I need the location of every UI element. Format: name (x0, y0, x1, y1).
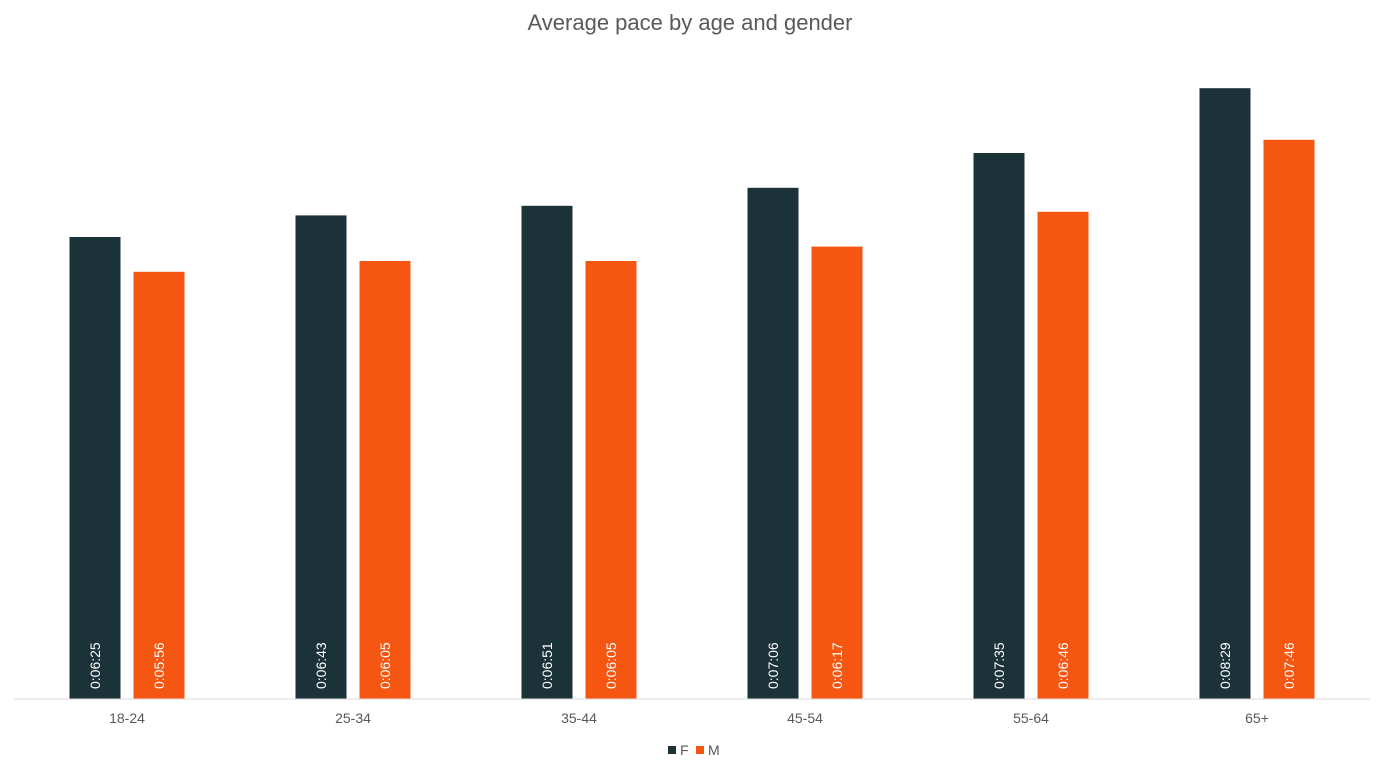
bar-label-m-65+: 0:07:46 (1281, 642, 1297, 689)
x-tick-label: 55-64 (1013, 710, 1049, 726)
x-tick-label: 35-44 (561, 710, 597, 726)
bar-m-45-54 (811, 246, 863, 699)
bar-f-35-44 (521, 205, 573, 700)
legend-label-f: F (680, 742, 689, 758)
bar-m-55-64 (1037, 211, 1089, 700)
chart-title: Average pace by age and gender (528, 10, 853, 35)
x-tick-label: 65+ (1245, 710, 1269, 726)
bar-m-35-44 (585, 261, 637, 699)
bar-label-m-25-34: 0:06:05 (377, 642, 393, 689)
x-tick-label: 45-54 (787, 710, 823, 726)
legend-swatch-m (696, 746, 704, 754)
bar-label-m-35-44: 0:06:05 (603, 642, 619, 689)
x-tick-label: 18-24 (109, 710, 145, 726)
bar-label-f-65+: 0:08:29 (1217, 642, 1233, 689)
x-axis-ticks: 18-24 25-34 35-44 45-54 55-64 65+ (109, 710, 1269, 726)
x-tick-label: 25-34 (335, 710, 371, 726)
bar-f-45-54 (747, 187, 799, 700)
bar-label-f-35-44: 0:06:51 (539, 642, 555, 689)
legend-swatch-f (668, 746, 676, 754)
bar-m-65+ (1263, 139, 1315, 700)
legend-label-m: M (708, 742, 720, 758)
bar-label-m-55-64: 0:06:46 (1055, 642, 1071, 689)
bar-f-55-64 (973, 153, 1025, 699)
bar-m-18-24 (133, 271, 185, 699)
bar-f-65+ (1199, 88, 1251, 699)
bar-m-25-34 (359, 261, 411, 699)
bar-label-f-25-34: 0:06:43 (313, 642, 329, 689)
bar-label-f-55-64: 0:07:35 (991, 642, 1007, 689)
bars-group: 0:06:25 0:05:56 0:06:43 0:06:05 0:06:51 0:06:… (69, 88, 1315, 700)
bar-label-f-18-24: 0:06:25 (87, 642, 103, 689)
bar-label-f-45-54: 0:07:06 (765, 642, 781, 689)
bar-f-18-24 (69, 237, 121, 699)
bar-label-m-18-24: 0:05:56 (151, 642, 167, 689)
bar-f-25-34 (295, 215, 347, 699)
bar-label-m-45-54: 0:06:17 (829, 642, 845, 689)
